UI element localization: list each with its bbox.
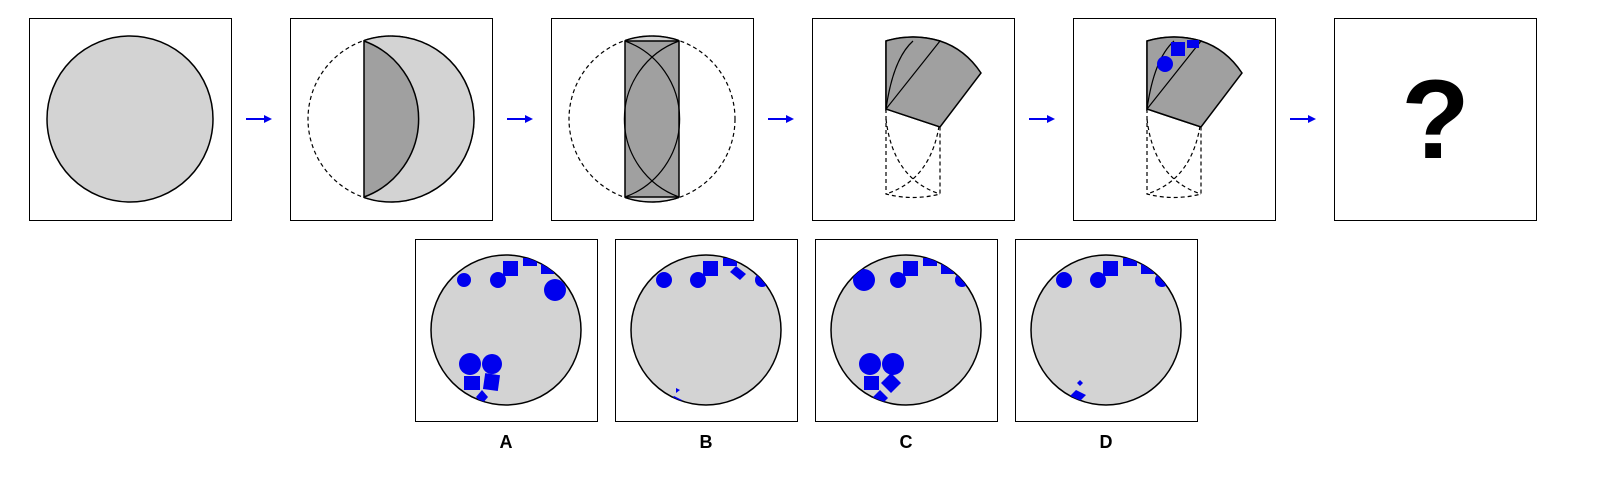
hole-square [1187,40,1199,48]
step-3-figure [568,35,736,203]
folded-flap [1146,36,1243,128]
fold-arc-left [623,40,680,198]
step-1-figure [46,35,214,203]
option-a-panel[interactable] [415,239,598,422]
arrow-right-icon [246,115,272,123]
hole-circle [459,353,481,375]
option-d-figure [1030,254,1182,406]
option-d-label: D [1099,432,1113,452]
hole-diamond [1070,390,1086,401]
hole-diamond [730,266,746,280]
hole-square [903,261,918,276]
hole-diamond [676,388,680,393]
option-a-label: A [499,432,513,452]
fold-guide-arc [1146,118,1202,195]
hole-circle [1090,272,1106,288]
fold-guide-arc [885,118,941,195]
option-b-figure [630,254,782,406]
hole-circle [690,272,706,288]
hole-square [1123,258,1137,266]
hole-circle [482,354,502,374]
option-b-panel[interactable] [615,239,798,422]
option-c-label: C [899,432,913,452]
hole-square [864,376,879,390]
arrow-right-icon [507,115,533,123]
paper-circle [430,254,582,406]
paper-circle [1030,254,1182,406]
folded-flap [363,39,420,199]
hole-square [541,264,554,274]
hole-circle [890,272,906,288]
hole-square [464,376,480,390]
step-1-panel [29,18,232,221]
hole-circle [1157,56,1173,72]
option-c-figure [830,254,982,406]
fold-arc-right [624,40,681,198]
hole-diamond [1077,380,1083,386]
hole-square [523,258,537,266]
question-panel: ? [1334,18,1537,221]
hole-circle [882,353,904,375]
option-c-panel[interactable] [815,239,998,422]
hole-square [1103,261,1118,276]
paper-circle [46,35,214,203]
arrow-right-icon [1029,115,1055,123]
fold-guide-arc [885,118,941,195]
step-4-panel [812,18,1015,221]
folded-flap [885,36,982,128]
option-a-figure [430,254,582,406]
step-5-figure [1146,36,1243,199]
step-4-figure [885,36,982,199]
step-2-panel [290,18,493,221]
hole-square [703,261,718,276]
hole-circle [457,273,471,287]
fold-guide-arc [1146,118,1202,195]
arrow-right-icon [1290,115,1316,123]
hole-square [941,264,954,274]
hole-square [723,258,737,266]
hole-circle [656,272,672,288]
hole-circle [544,279,566,301]
hole-circle [859,353,881,375]
fold-arc [1146,40,1175,110]
step-2-figure [307,35,475,203]
hole-square [1141,264,1154,274]
option-b-label: B [699,432,713,452]
fold-guide-outline [568,35,736,203]
hole-circle [853,269,875,291]
hole-diamond [881,373,901,393]
hole-square [482,373,501,392]
hole-square [1171,42,1185,56]
hole-circle [1056,272,1072,288]
arrow-right-icon [768,115,794,123]
fold-crease [885,40,941,110]
step-5-panel [1073,18,1276,221]
fold-arc [885,40,914,110]
folded-layers [624,40,680,198]
hole-square [503,261,518,276]
question-mark: ? [1401,57,1470,182]
hole-square [923,258,937,266]
step-3-panel [551,18,754,221]
paper-circle [630,254,782,406]
hole-circle [490,272,506,288]
fold-crease [1146,40,1202,110]
option-d-panel[interactable] [1015,239,1198,422]
